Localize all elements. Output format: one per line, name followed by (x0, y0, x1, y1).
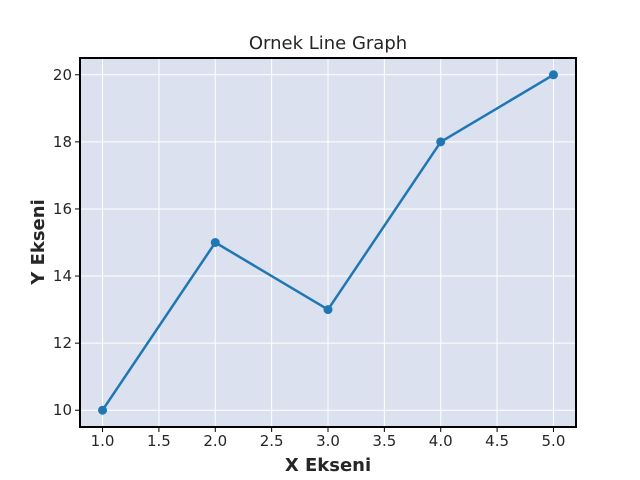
x-tick-label: 2.0 (203, 432, 227, 450)
x-tick-label: 3.5 (372, 432, 396, 450)
x-tick-label: 4.0 (429, 432, 453, 450)
data-point (323, 305, 333, 315)
data-point (436, 137, 446, 147)
x-tick-label: 1.0 (91, 432, 115, 450)
y-tick-label: 10 (53, 401, 72, 419)
x-axis-ticks: 1.0 1.5 2.0 2.5 3.0 3.5 4.0 4.5 5.0 (91, 427, 566, 450)
y-tick-label: 12 (53, 334, 72, 352)
data-point (210, 238, 220, 247)
y-tick-label: 14 (53, 267, 72, 285)
y-tick-label: 16 (53, 200, 72, 218)
grid (80, 58, 576, 427)
x-tick-label: 5.0 (542, 432, 566, 450)
y-axis-ticks: 10 12 14 16 18 20 (53, 66, 80, 419)
y-tick-label: 18 (53, 133, 72, 151)
y-axis-label: Y Ekseni (28, 199, 49, 285)
y-tick-label: 20 (53, 66, 72, 84)
x-tick-label: 4.5 (485, 432, 509, 450)
x-tick-label: 2.5 (260, 432, 284, 450)
chart-title: Ornek Line Graph (249, 33, 407, 54)
x-axis-label: X Ekseni (285, 455, 371, 476)
data-point (548, 70, 558, 80)
data-point (98, 405, 108, 415)
series-layer (98, 70, 558, 415)
x-tick-label: 3.0 (316, 432, 340, 450)
x-tick-label: 1.5 (147, 432, 171, 450)
